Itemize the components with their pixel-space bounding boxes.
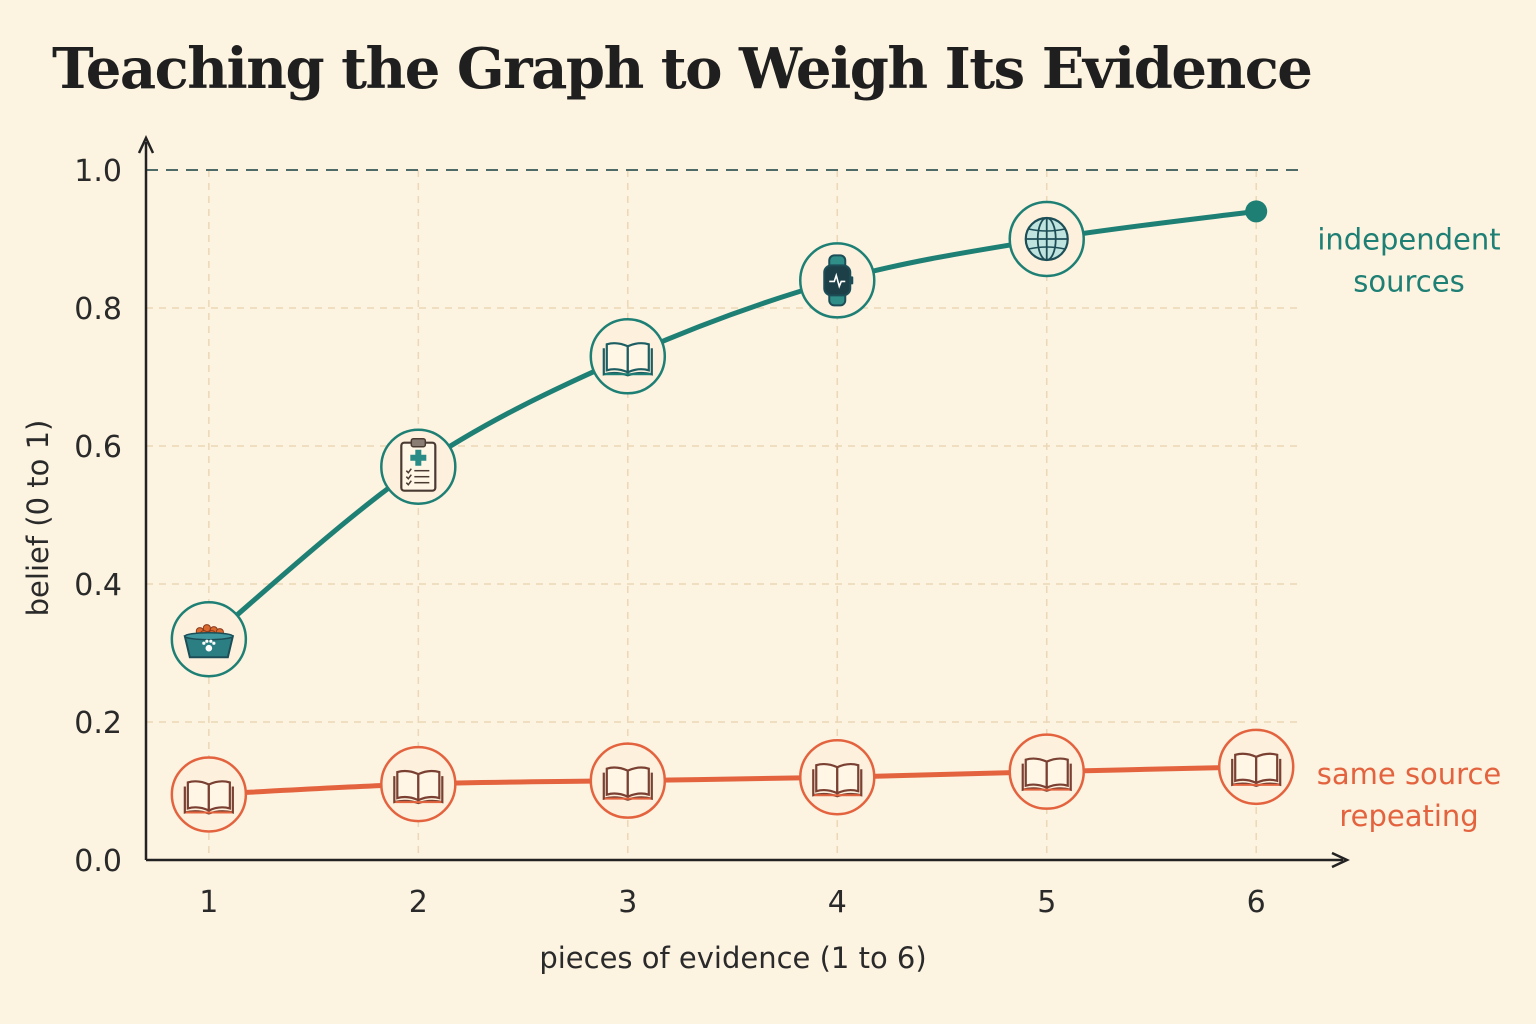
y-tick-label: 0.0 bbox=[74, 844, 122, 879]
y-tick-label: 0.2 bbox=[74, 706, 122, 741]
chart-title: Teaching the Graph to Weigh Its Evidence bbox=[52, 36, 1313, 102]
book-right-page bbox=[417, 769, 441, 802]
heartbeat-line bbox=[829, 272, 846, 289]
series bbox=[170, 200, 1295, 833]
check-mark bbox=[405, 480, 412, 486]
series-line-1 bbox=[206, 764, 1259, 797]
book-left-page bbox=[1234, 752, 1258, 785]
clipboard-clip bbox=[410, 437, 427, 448]
book-left-page bbox=[396, 769, 420, 802]
paw-toe bbox=[202, 641, 206, 645]
paw-pad bbox=[205, 644, 213, 652]
x-tick-label: 4 bbox=[828, 885, 847, 920]
paw-toe bbox=[209, 639, 213, 643]
series-label: sources bbox=[1353, 264, 1464, 298]
globe-parallels bbox=[1028, 228, 1065, 250]
check-mark bbox=[405, 468, 412, 474]
check-mark bbox=[405, 474, 412, 480]
series-label: independent bbox=[1317, 222, 1500, 256]
data-point bbox=[589, 318, 667, 395]
data-point bbox=[1008, 733, 1085, 810]
x-axis-arrow bbox=[1331, 851, 1350, 869]
grid bbox=[146, 169, 1298, 860]
data-point bbox=[170, 600, 248, 678]
book-right-page bbox=[836, 762, 860, 795]
x-tick-label: 1 bbox=[199, 885, 218, 920]
x-tick-label: 2 bbox=[409, 885, 428, 920]
series-label: same source bbox=[1317, 757, 1502, 791]
x-tick-label: 6 bbox=[1247, 885, 1266, 920]
book-right-page bbox=[1255, 752, 1279, 785]
data-point bbox=[799, 738, 876, 816]
y-tick-label: 1.0 bbox=[74, 154, 122, 189]
data-point bbox=[1245, 200, 1268, 223]
x-axis-title: pieces of evidence (1 to 6) bbox=[539, 941, 926, 975]
axes bbox=[137, 135, 1350, 869]
data-point bbox=[380, 428, 457, 505]
y-axis-arrow bbox=[137, 135, 155, 154]
data-point bbox=[1008, 200, 1085, 278]
y-tick-label: 0.6 bbox=[74, 430, 122, 465]
x-tick-label: 3 bbox=[618, 885, 637, 920]
data-point bbox=[589, 742, 667, 819]
y-axis-title: belief (0 to 1) bbox=[21, 420, 55, 617]
book-left-page bbox=[605, 342, 629, 375]
data-point bbox=[1217, 728, 1295, 806]
end-dot bbox=[1245, 200, 1268, 223]
y-tick-label: 0.8 bbox=[74, 292, 122, 327]
paw-toe bbox=[205, 639, 209, 643]
y-tick-label: 0.4 bbox=[74, 568, 122, 603]
bowl-rim bbox=[184, 631, 234, 641]
book-right-page bbox=[207, 780, 231, 813]
book-left-page bbox=[815, 762, 839, 795]
book-right-page bbox=[1045, 757, 1069, 790]
book-left-page bbox=[1024, 757, 1048, 790]
labels: 0.0 0.2 0.4 0.6 0.8 1.0 1 2 3 4 5 6 pieces of eviden… bbox=[21, 154, 1501, 975]
series-label: repeating bbox=[1339, 799, 1478, 833]
watch-button bbox=[850, 276, 854, 285]
data-point bbox=[799, 242, 876, 319]
data-point bbox=[380, 745, 457, 823]
data-point bbox=[170, 756, 248, 833]
book-right-page bbox=[626, 342, 650, 375]
medical-cross bbox=[410, 449, 427, 466]
x-tick-label: 5 bbox=[1037, 885, 1056, 920]
book-left-page bbox=[186, 780, 210, 813]
book-left-page bbox=[605, 766, 629, 799]
book-right-page bbox=[626, 766, 650, 799]
series-line-0 bbox=[206, 208, 1259, 642]
paw-toe bbox=[212, 641, 216, 645]
